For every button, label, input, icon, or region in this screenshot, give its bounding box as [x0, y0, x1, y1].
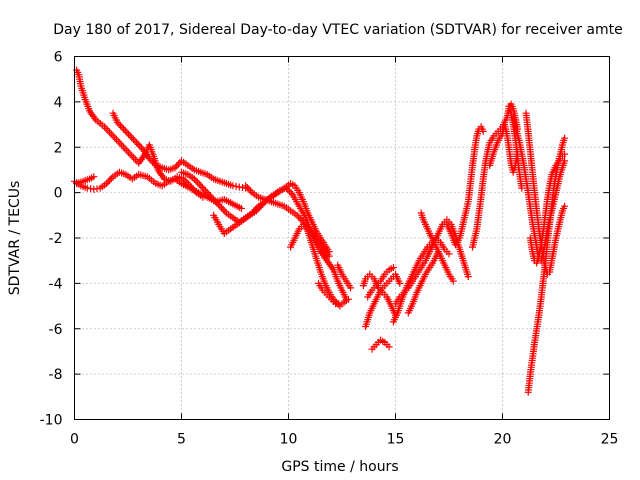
x-axis-title: GPS time / hours	[281, 459, 398, 475]
y-tick-label: -10	[40, 413, 63, 429]
series-markers	[509, 114, 569, 265]
series-markers	[368, 336, 393, 353]
series-markers	[73, 66, 207, 201]
x-tick-label: 15	[387, 432, 405, 448]
y-tick-label: -6	[49, 322, 63, 338]
y-axis-title: SDTVAR / TECUs	[7, 181, 23, 296]
series-markers	[315, 279, 352, 308]
y-tick-label: -8	[49, 367, 63, 383]
series-3	[109, 109, 250, 192]
y-tick-label: 6	[54, 50, 63, 66]
series-markers	[334, 261, 355, 292]
series-0	[73, 66, 207, 201]
y-tick-label: -2	[49, 231, 63, 247]
series-11	[362, 270, 404, 330]
plot-frame	[74, 56, 610, 420]
series-markers	[443, 123, 487, 249]
series-25	[505, 102, 526, 192]
series-12	[364, 264, 397, 301]
series-8	[315, 279, 352, 308]
x-tick-label: 20	[494, 432, 512, 448]
x-tick-label: 5	[177, 432, 186, 448]
series-markers	[392, 216, 472, 308]
series-15	[392, 216, 472, 308]
y-tick-label: -4	[49, 276, 63, 292]
series-markers	[505, 102, 526, 192]
series-markers	[417, 209, 457, 285]
y-tick-label: 0	[54, 186, 63, 202]
grid	[74, 56, 610, 420]
x-tick-label: 10	[280, 432, 298, 448]
series-21	[509, 114, 569, 265]
y-tick-label: 2	[54, 140, 63, 156]
series-markers	[526, 150, 569, 267]
series-17	[417, 209, 457, 285]
y-axis-ticks: -10 -8 -6 -4 -2 0 2 4 6	[40, 50, 610, 429]
series-markers	[364, 264, 397, 301]
series-13	[368, 336, 393, 353]
series-markers	[362, 270, 404, 330]
series-markers	[73, 173, 98, 187]
series-9	[334, 261, 355, 292]
series-16	[404, 248, 442, 317]
series-24	[526, 150, 569, 267]
series-2	[73, 173, 98, 187]
chart-title: Day 180 of 2017, Sidereal Day-to-day VTE…	[53, 22, 623, 38]
series-markers	[404, 248, 442, 317]
x-tick-label: 25	[601, 432, 619, 448]
x-tick-label: 0	[70, 432, 79, 448]
series-markers	[109, 109, 250, 192]
y-tick-label: 4	[54, 95, 63, 111]
data-markers	[71, 66, 569, 396]
x-axis-ticks: 0 5 10 15 20 25	[70, 56, 619, 448]
series-18	[443, 123, 487, 249]
